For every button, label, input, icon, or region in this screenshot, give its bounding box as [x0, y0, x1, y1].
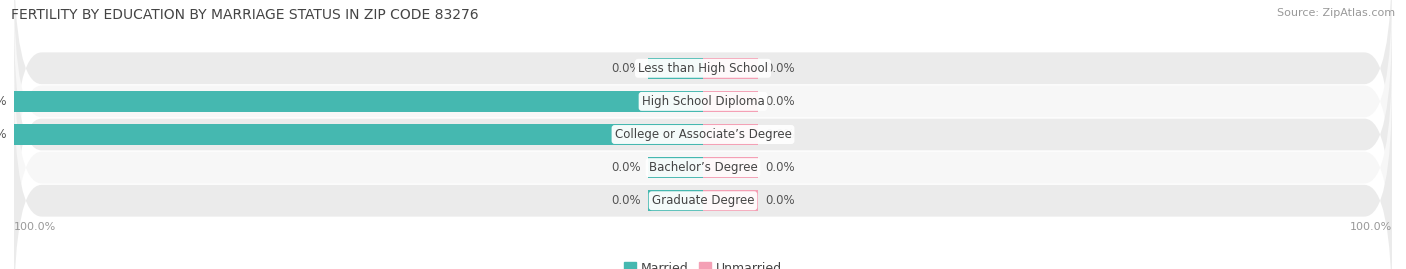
- Bar: [703, 91, 758, 112]
- Bar: [14, 91, 703, 112]
- Text: 100.0%: 100.0%: [0, 128, 7, 141]
- Text: 100.0%: 100.0%: [14, 222, 56, 232]
- Text: 0.0%: 0.0%: [612, 194, 641, 207]
- FancyBboxPatch shape: [14, 18, 1392, 251]
- FancyBboxPatch shape: [14, 0, 1392, 218]
- Legend: Married, Unmarried: Married, Unmarried: [619, 257, 787, 269]
- Text: FERTILITY BY EDUCATION BY MARRIAGE STATUS IN ZIP CODE 83276: FERTILITY BY EDUCATION BY MARRIAGE STATU…: [11, 8, 479, 22]
- Text: 100.0%: 100.0%: [0, 95, 7, 108]
- Text: High School Diploma: High School Diploma: [641, 95, 765, 108]
- Bar: [14, 124, 703, 145]
- Text: 0.0%: 0.0%: [765, 62, 794, 75]
- Text: 0.0%: 0.0%: [612, 62, 641, 75]
- Bar: [703, 58, 758, 79]
- Text: College or Associate’s Degree: College or Associate’s Degree: [614, 128, 792, 141]
- Text: 100.0%: 100.0%: [1350, 222, 1392, 232]
- FancyBboxPatch shape: [14, 84, 1392, 269]
- Bar: [648, 157, 703, 178]
- Bar: [648, 190, 703, 211]
- FancyBboxPatch shape: [14, 51, 1392, 269]
- Bar: [648, 58, 703, 79]
- Text: 0.0%: 0.0%: [765, 161, 794, 174]
- Bar: [703, 157, 758, 178]
- Text: Bachelor’s Degree: Bachelor’s Degree: [648, 161, 758, 174]
- Text: 0.0%: 0.0%: [765, 95, 794, 108]
- FancyBboxPatch shape: [14, 0, 1392, 185]
- Text: 0.0%: 0.0%: [765, 128, 794, 141]
- Text: 0.0%: 0.0%: [612, 161, 641, 174]
- Bar: [703, 190, 758, 211]
- Text: 0.0%: 0.0%: [765, 194, 794, 207]
- Text: Less than High School: Less than High School: [638, 62, 768, 75]
- Bar: [703, 124, 758, 145]
- Text: Source: ZipAtlas.com: Source: ZipAtlas.com: [1277, 8, 1395, 18]
- Text: Graduate Degree: Graduate Degree: [652, 194, 754, 207]
